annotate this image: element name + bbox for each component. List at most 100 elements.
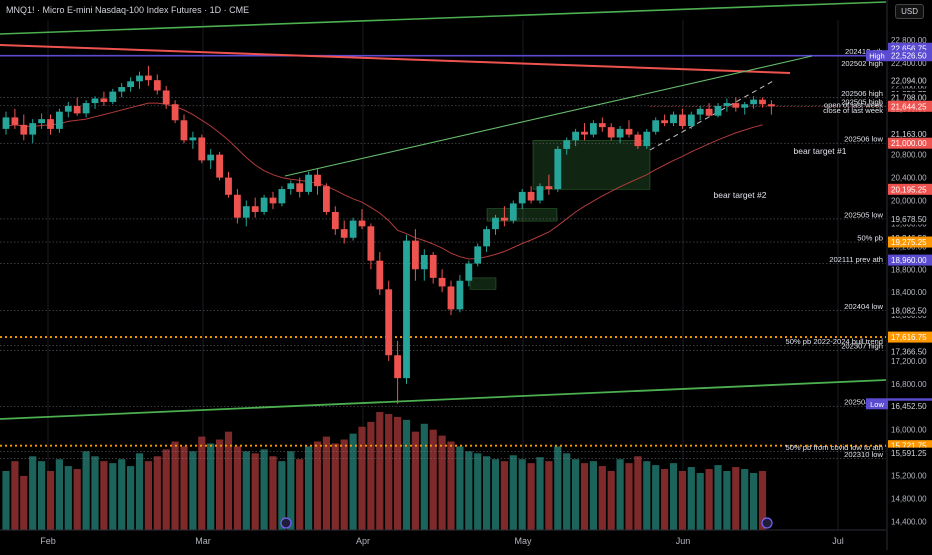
price-tag: 15,591.25 — [888, 447, 932, 459]
price-tag-bg — [888, 42, 932, 54]
price-tag: 22,094.00 — [888, 75, 932, 87]
volume-bar — [643, 461, 651, 530]
volume-bar — [127, 466, 135, 530]
currency-button[interactable]: USD — [895, 4, 924, 19]
candle-body — [759, 99, 766, 105]
candle-body — [518, 191, 526, 204]
candle-body — [696, 108, 704, 115]
candle-body — [162, 90, 170, 105]
level-annotation: 202412 ath — [845, 47, 883, 56]
volume-bar — [207, 443, 215, 530]
volume-bar — [20, 475, 28, 530]
candle-body — [581, 131, 588, 135]
volume-bar — [563, 453, 571, 530]
candle-body — [340, 229, 348, 238]
candle-body — [216, 154, 223, 178]
volume-bar — [580, 463, 589, 530]
price-tag: 22,656.75 — [888, 42, 932, 54]
volume-bar — [376, 412, 384, 530]
y-tick-label: 20,400.00 — [891, 174, 927, 183]
volume-bar — [251, 453, 259, 530]
candle-body — [634, 134, 642, 147]
price-tag-bg — [888, 137, 932, 149]
volume-bar — [118, 459, 126, 530]
candle-body — [447, 286, 455, 310]
price-tag-bg — [888, 345, 932, 357]
level-annotation: 202505 low — [844, 210, 883, 219]
candle-body — [661, 120, 668, 124]
volume-bar — [554, 446, 562, 530]
volume-bar — [331, 443, 339, 530]
candle-body — [153, 80, 161, 91]
candle-body — [171, 104, 179, 121]
price-tag-prefix-bg — [866, 398, 888, 410]
volume-bar — [144, 461, 152, 530]
candle-body — [251, 206, 259, 212]
candle-body — [56, 111, 63, 129]
candle-body — [225, 177, 232, 195]
price-tag-bg — [888, 400, 932, 412]
volume-bar — [233, 446, 241, 530]
x-tick-label: Mar — [195, 536, 211, 546]
candle-body — [483, 229, 490, 247]
volume-bar — [447, 441, 455, 530]
candle-body — [536, 186, 544, 201]
candle-body — [100, 98, 108, 102]
volume-bar — [678, 471, 686, 530]
level-annotation: 202111 prev ath — [829, 255, 883, 264]
candle-body — [670, 114, 677, 124]
candle-body — [554, 148, 562, 190]
price-tag-label: 16,452.50 — [891, 402, 927, 411]
price-tag: 17,366.50 — [888, 345, 932, 357]
candle-body — [403, 240, 410, 379]
volume-bar — [100, 461, 108, 530]
price-tag-bg — [888, 440, 932, 452]
price-tag-bg — [888, 254, 932, 266]
price-tag-bg — [888, 128, 932, 140]
price-tag-label: 21,163.00 — [891, 130, 927, 139]
candle-body — [705, 108, 713, 116]
price-tag: 21,798.00 — [888, 91, 932, 103]
price-tag: 19,275.25 — [888, 236, 932, 248]
chart-title: MNQ1! · Micro E-mini Nasdaq-100 Index Fu… — [6, 5, 250, 15]
volume-bar — [402, 419, 411, 530]
volume-bar — [598, 466, 606, 530]
x-tick-label: Jul — [832, 536, 844, 546]
price-tag: 15,721.75 — [888, 440, 932, 452]
y-tick-label: 14,400.00 — [891, 517, 927, 526]
price-tag: 21,000.00 — [888, 137, 932, 149]
price-tag-bg — [888, 183, 932, 195]
resistance-line — [0, 44, 791, 74]
volume-bar — [305, 446, 313, 530]
volume-bar — [589, 461, 597, 530]
y-tick-label: 14,800.00 — [891, 494, 927, 503]
volume-bar — [572, 459, 580, 530]
x-tick-label: Jun — [676, 536, 691, 546]
candle-body — [527, 191, 535, 201]
volume-bar — [429, 429, 437, 530]
price-tag-prefix-bg — [866, 50, 888, 62]
candle-body — [492, 217, 499, 230]
volume-bar — [322, 436, 330, 530]
volume-bar — [109, 463, 117, 530]
candle-body — [465, 263, 473, 281]
level-annotation: 50% pb — [857, 234, 883, 243]
candle-body — [180, 120, 188, 141]
candle-body — [198, 137, 206, 161]
volume-bar — [242, 451, 250, 530]
price-tag-bg — [888, 304, 932, 316]
price-tag-label: 21,644.25 — [891, 102, 927, 111]
x-tick-label: Apr — [356, 536, 370, 546]
price-tag-bg — [888, 447, 932, 459]
candle-body — [260, 197, 268, 212]
price-tag-label: 17,616.75 — [891, 333, 927, 342]
y-tick-label: 17,200.00 — [891, 357, 927, 366]
volume-bar — [696, 472, 704, 530]
price-tag-label: 15,591.25 — [891, 449, 927, 458]
event-marker-icon — [761, 517, 773, 529]
level-annotation: 202506 high — [841, 89, 883, 98]
candle-body — [625, 128, 633, 135]
price-tag-label: 22,094.00 — [891, 77, 927, 86]
